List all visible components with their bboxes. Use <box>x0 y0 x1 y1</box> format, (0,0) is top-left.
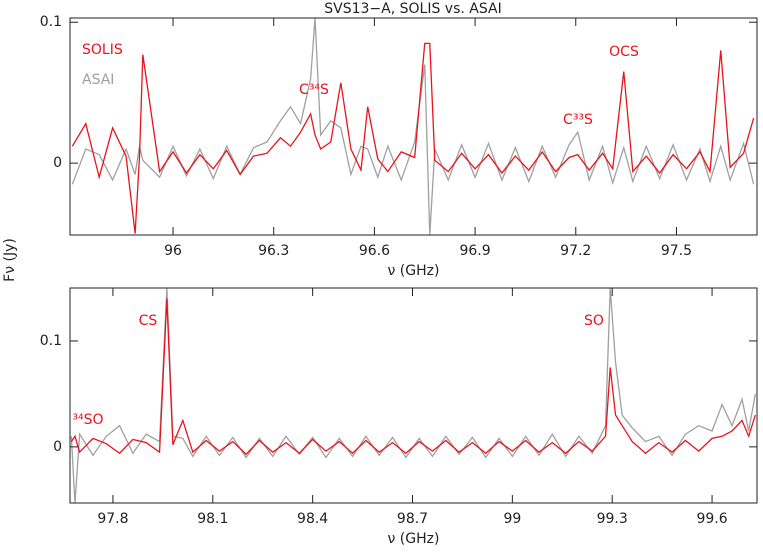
x-tick-label: 99.3 <box>597 511 628 527</box>
line-label: CS <box>139 313 158 329</box>
plot-area <box>70 288 756 503</box>
x-tick-label: 97.8 <box>97 511 128 527</box>
line-label: C³⁴S <box>299 82 329 98</box>
x-tick-label: 98.1 <box>197 511 228 527</box>
y-tick-label: 0.1 <box>40 333 62 349</box>
line-label: OCS <box>609 44 639 60</box>
x-tick-label: 96.9 <box>459 243 490 259</box>
frame <box>69 287 758 504</box>
spectrum-line <box>70 298 756 456</box>
y-tick-label: 0 <box>53 155 62 171</box>
legend-entry: ASAI <box>82 72 114 88</box>
x-tick-label: 97.5 <box>661 243 692 259</box>
x-axis-label: ν (GHz) <box>388 531 440 547</box>
y-axis-label: Fν (Jy) <box>2 238 18 282</box>
x-tick-label: 98.7 <box>397 511 428 527</box>
frame <box>69 17 758 236</box>
plot-area <box>71 18 755 235</box>
line-label: SO <box>584 313 604 329</box>
spectrum-line <box>71 42 755 234</box>
x-tick-label: 99 <box>503 511 521 527</box>
line-label: ³⁴SO <box>72 412 103 428</box>
y-tick-label: 0.1 <box>40 14 62 30</box>
x-tick-label: 96.3 <box>258 243 289 259</box>
x-axis-label: ν (GHz) <box>388 263 440 279</box>
legend-entry: SOLIS <box>82 42 123 58</box>
x-tick-label: 97.2 <box>560 243 591 259</box>
x-tick-label: 96 <box>164 243 182 259</box>
spectrum-line <box>70 288 756 503</box>
x-tick-label: 98.4 <box>297 511 328 527</box>
y-tick-label: 0 <box>53 439 62 455</box>
x-tick-label: 96.6 <box>359 243 390 259</box>
chart-title: SVS13−A, SOLIS vs. ASAI <box>324 1 501 17</box>
line-label: C³³S <box>563 112 593 128</box>
x-tick-label: 99.6 <box>696 511 727 527</box>
spectrum-line <box>71 18 755 235</box>
